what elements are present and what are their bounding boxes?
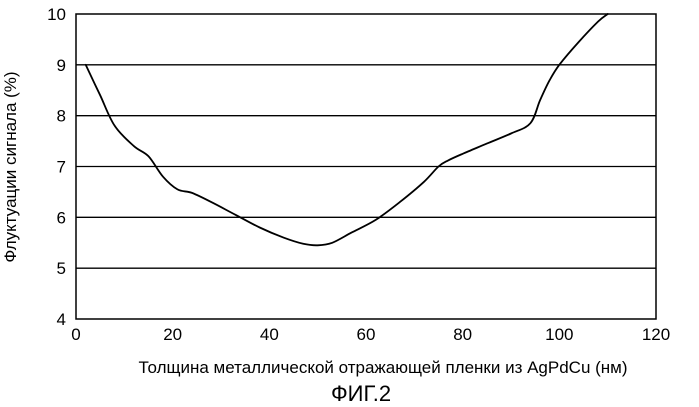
y-tick-label: 4 [57,310,66,329]
x-tick-label: 120 [642,325,670,344]
y-tick-label: 8 [57,107,66,126]
x-tick-label: 80 [453,325,472,344]
y-axis-label: Флуктуации сигнала (%) [1,71,20,262]
x-tick-label: 100 [545,325,573,344]
figure-caption: ФИГ.2 [331,381,391,406]
x-axis-label: Толщина металлической отражающей пленки … [138,358,627,377]
y-tick-label: 10 [47,5,66,24]
series-line [86,14,608,245]
grid-lines [76,65,656,268]
y-tick-label: 7 [57,158,66,177]
x-tick-label: 60 [357,325,376,344]
x-tick-label: 0 [71,325,80,344]
x-tick-label: 20 [163,325,182,344]
x-tick-labels: 0 20 40 60 80 100 120 [71,325,670,344]
y-tick-label: 9 [57,56,66,75]
y-tick-label: 6 [57,208,66,227]
y-tick-label: 5 [57,259,66,278]
y-tick-labels: 4 5 6 7 8 9 10 [47,5,66,329]
x-tick-label: 40 [260,325,279,344]
